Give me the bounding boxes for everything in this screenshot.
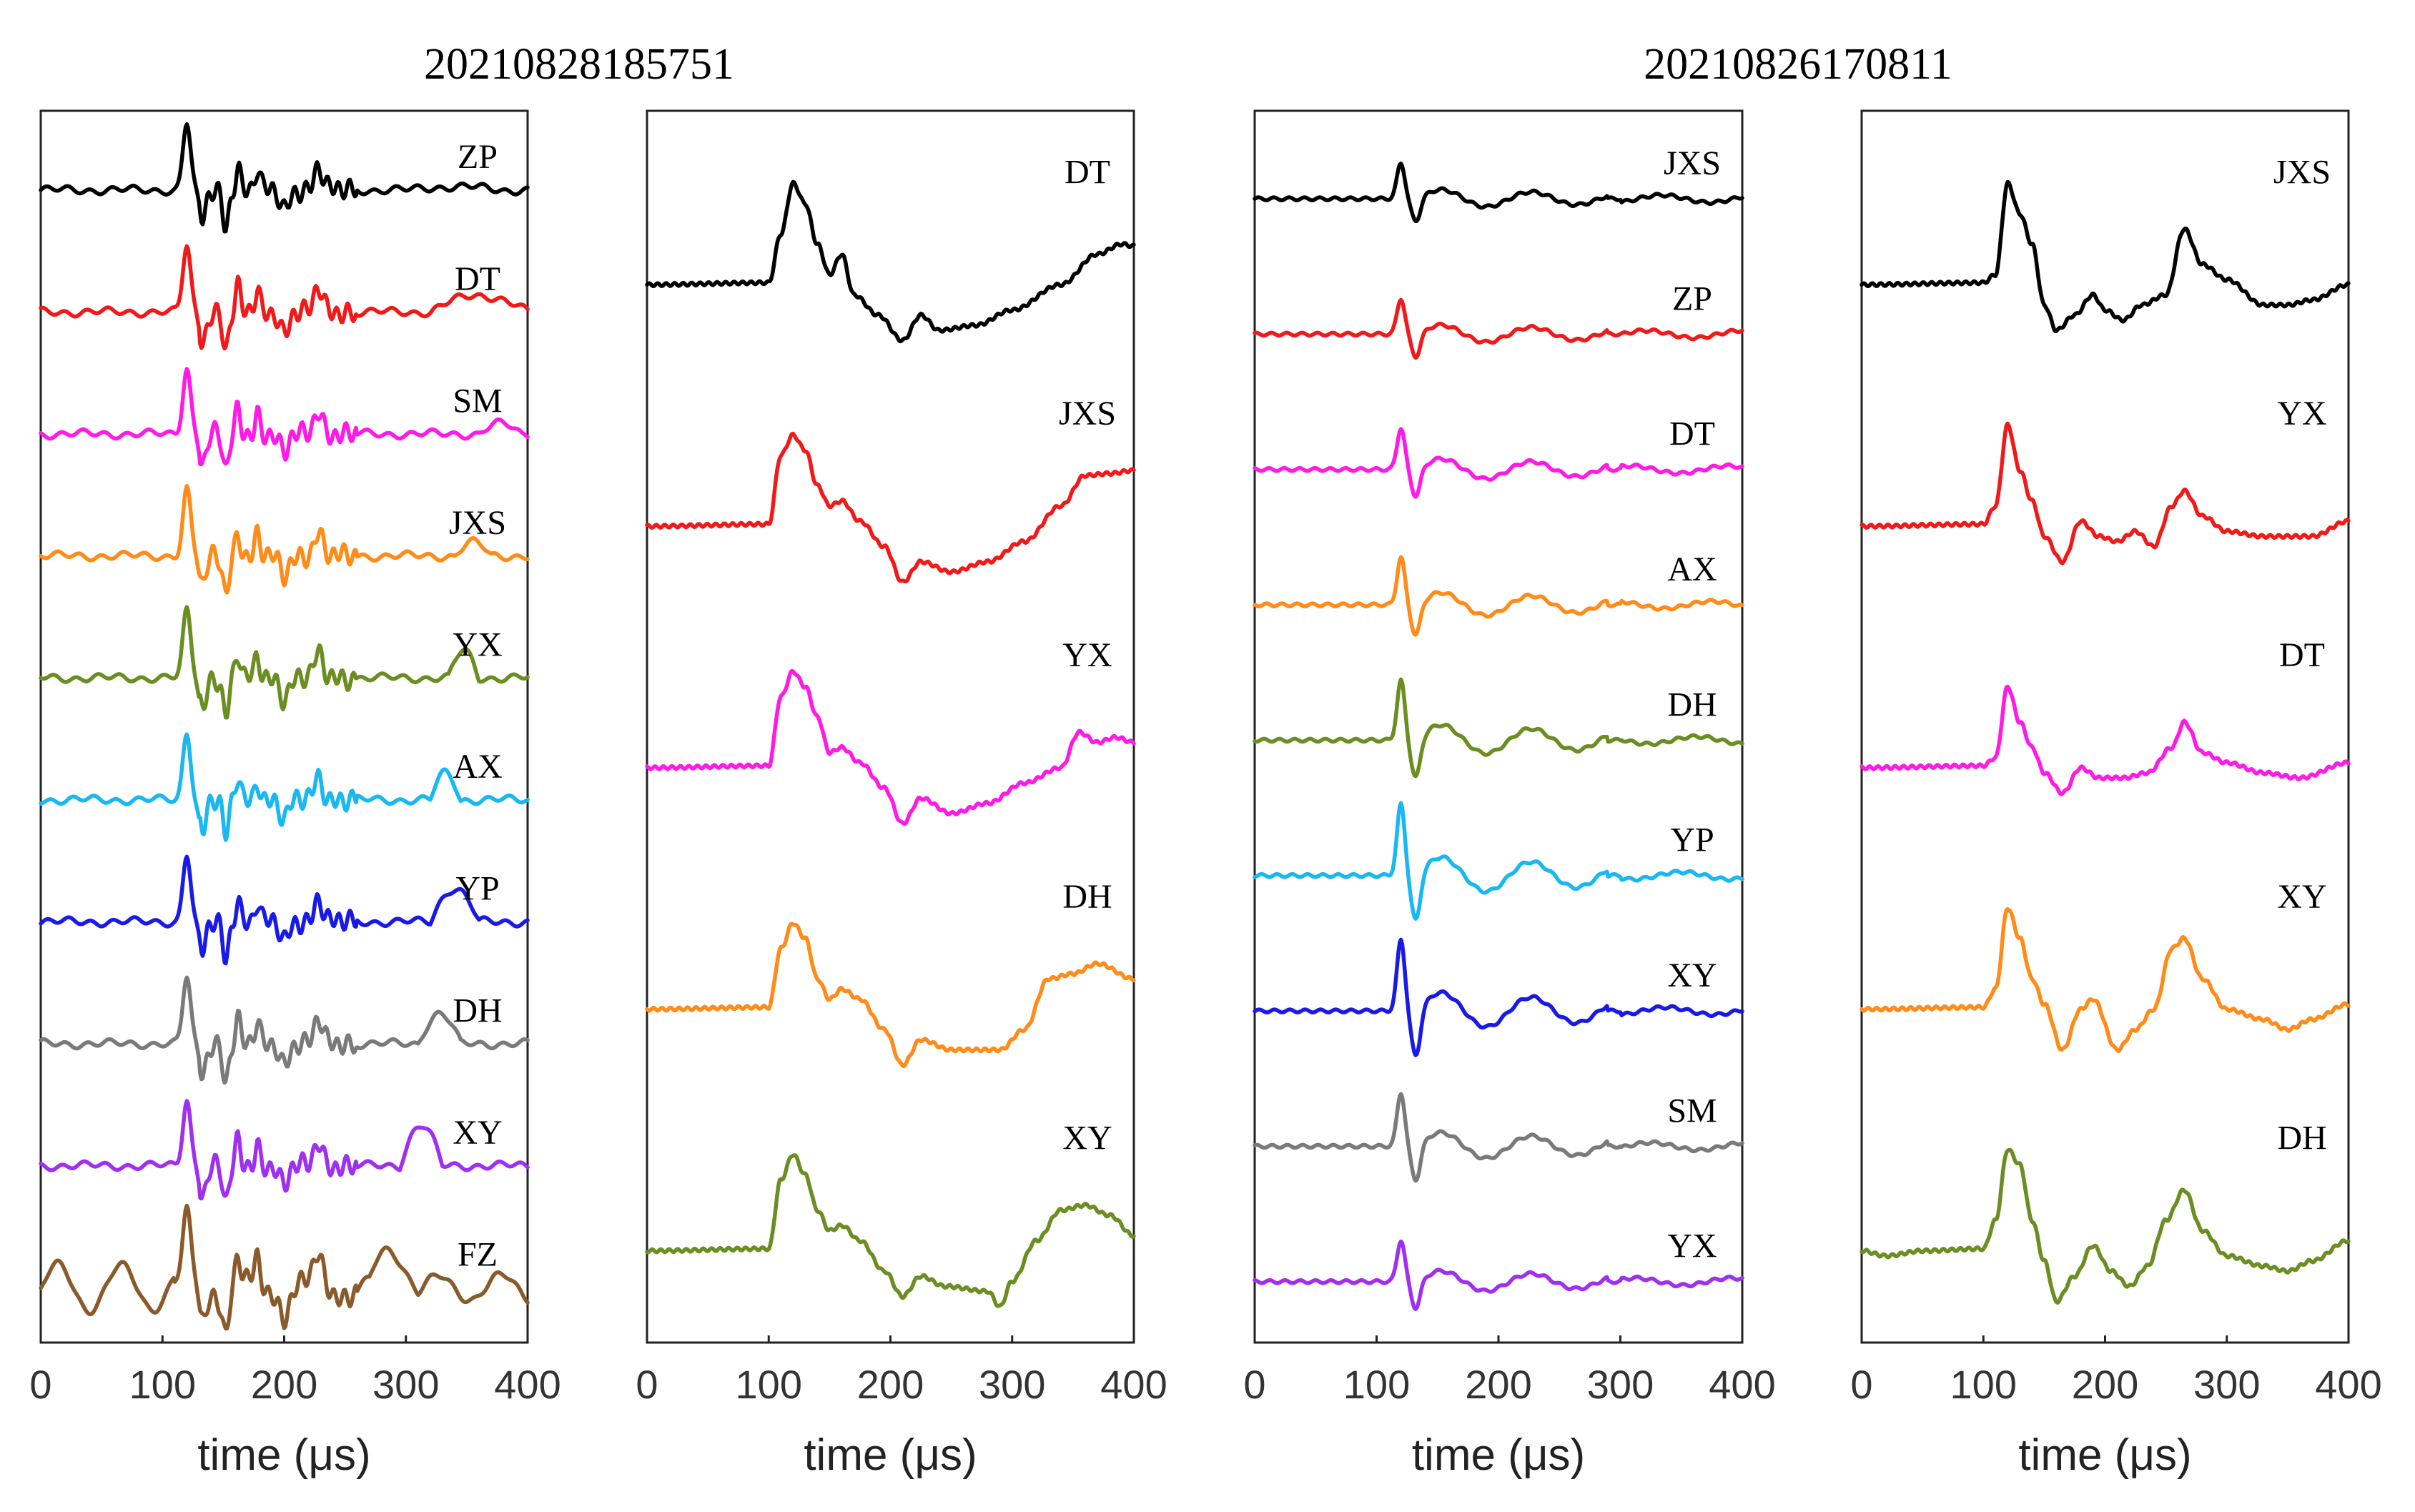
group-title-left: 20210828185751 (424, 40, 734, 89)
x-tick-label: 200 (2072, 1362, 2138, 1407)
x-tick-label: 0 (1850, 1362, 1872, 1407)
station-label: YX (1667, 1227, 1717, 1265)
x-axis-label: time (μs) (197, 1431, 370, 1480)
group-title-right: 20210826170811 (1644, 40, 1952, 89)
station-label: ZP (1672, 280, 1712, 317)
trace-dh (645, 921, 1136, 1069)
panel-1: 0 100 200 300 400 time (μs) ZP DT SM JXS YX AX YP DH X… (29, 109, 561, 1480)
x-tick-label: 100 (1343, 1362, 1410, 1407)
station-label: YP (455, 870, 499, 908)
station-label: DT (2279, 636, 2325, 674)
station-label: XY (2277, 878, 2326, 916)
trace-jxs (1860, 179, 2351, 334)
trace-yp (39, 854, 530, 966)
station-label: YX (2277, 395, 2326, 433)
station-label: AX (1667, 550, 1717, 588)
station-label: SM (453, 382, 502, 420)
trace-yp (1253, 801, 1744, 921)
x-tick-label: 300 (2193, 1362, 2260, 1407)
station-label: DT (455, 260, 500, 298)
station-label: AX (453, 748, 502, 786)
trace-jxs (645, 431, 1136, 584)
station-label: YX (453, 626, 502, 664)
station-label: SM (1667, 1092, 1717, 1130)
x-tick-label: 400 (1100, 1362, 1167, 1407)
x-tick-label: 300 (372, 1362, 439, 1407)
trace-xy (1253, 937, 1744, 1057)
x-tick-label: 300 (979, 1362, 1045, 1407)
x-tick-label: 300 (1587, 1362, 1654, 1407)
panel-frame (1253, 109, 1744, 1344)
x-tick-label: 0 (1243, 1362, 1265, 1407)
station-label: JXS (2273, 153, 2331, 191)
x-tick-label: 200 (251, 1362, 317, 1407)
station-label: DH (453, 992, 502, 1029)
panel-frame (646, 109, 1135, 1344)
x-axis-label: time (μs) (804, 1431, 977, 1480)
trace-dh (1253, 677, 1744, 779)
trace-xy (39, 1099, 530, 1201)
x-tick-label: 100 (1950, 1362, 2017, 1407)
station-label: FZ (458, 1236, 498, 1274)
station-label: DT (1065, 153, 1110, 191)
x-tick-label: 200 (857, 1362, 924, 1407)
trace-sm (1253, 1092, 1744, 1183)
station-label: YX (1062, 636, 1112, 674)
trace-jxs (1253, 162, 1744, 224)
panel-frame (1860, 109, 2350, 1344)
station-label: JXS (1664, 144, 1721, 182)
trace-dh (39, 975, 530, 1085)
trace-dt (1860, 684, 2351, 796)
x-tick-label: 400 (2315, 1362, 2381, 1407)
trace-yx (39, 605, 530, 720)
trace-dh (1860, 1147, 2351, 1305)
station-label: YP (1670, 821, 1714, 859)
trace-xy (645, 1153, 1136, 1308)
x-axis-label: time (μs) (2018, 1431, 2191, 1480)
panels: 0 100 200 300 400 time (μs) ZP DT SM JXS YX AX YP DH X… (29, 109, 2382, 1480)
x-tick-label: 0 (636, 1362, 658, 1407)
trace-zp (39, 122, 530, 234)
trace-zp (1253, 297, 1744, 360)
station-label: JXS (449, 504, 506, 542)
x-tick-label: 100 (129, 1362, 196, 1407)
station-label: DT (1669, 415, 1715, 453)
trace-xy (1860, 906, 2351, 1054)
x-axis-label: time (μs) (1412, 1431, 1585, 1480)
x-tick-label: 400 (1709, 1362, 1775, 1407)
station-label: ZP (458, 138, 498, 176)
panel-3: 0 100 200 300 400 time (μs) JXS ZP DT AX DH YP XY SM Y… (1243, 109, 1776, 1480)
trace-jxs (39, 483, 530, 595)
trace-sm (39, 367, 530, 467)
trace-ax (1253, 555, 1744, 637)
trace-dt (645, 179, 1136, 344)
x-tick-label: 400 (494, 1362, 560, 1407)
trace-ax (39, 732, 530, 842)
trace-yx (1860, 421, 2351, 565)
panel-2: 0 100 200 300 400 time (μs) DT JXS YX DH XY (636, 109, 1167, 1480)
station-label: DH (1062, 878, 1112, 916)
panel-4: 0 100 200 300 400 time (μs) JXS YX DT XY DH (1850, 109, 2382, 1480)
x-tick-label: 0 (29, 1362, 51, 1407)
station-label: DH (1667, 686, 1717, 723)
station-label: XY (453, 1114, 502, 1152)
station-label: DH (2277, 1120, 2326, 1157)
station-label: XY (1667, 957, 1717, 994)
station-label: XY (1062, 1120, 1112, 1157)
trace-yx (645, 668, 1136, 826)
trace-fz (39, 1203, 530, 1331)
x-tick-label: 100 (736, 1362, 802, 1407)
trace-yx (1253, 1239, 1744, 1311)
station-label: JXS (1059, 395, 1116, 433)
trace-dt (1253, 427, 1744, 499)
trace-dt (39, 244, 530, 351)
x-tick-label: 200 (1465, 1362, 1531, 1407)
